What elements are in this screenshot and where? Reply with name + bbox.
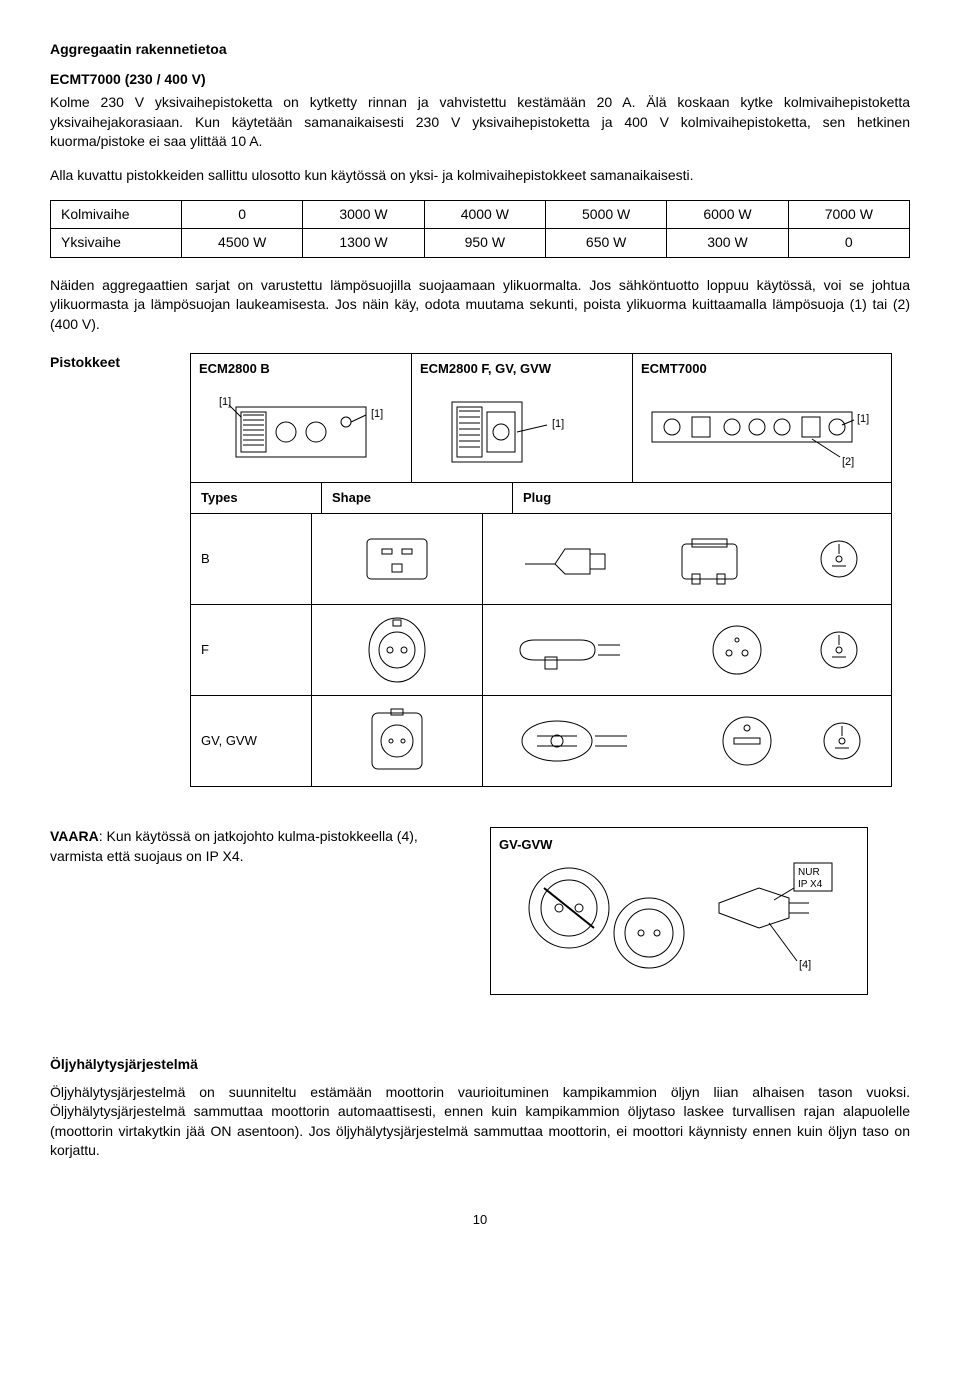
socket-diagram: ECM2800 B [1] [1] xyxy=(190,353,892,787)
vaara-label: VAARA xyxy=(50,828,99,844)
col-plug: Plug xyxy=(513,483,891,513)
paragraph-2: Alla kuvattu pistokkeiden sallittu uloso… xyxy=(50,166,910,186)
svg-text:[4]: [4] xyxy=(799,959,811,971)
type-f-label: F xyxy=(191,605,312,695)
model-line: ECMT7000 (230 / 400 V) xyxy=(50,70,910,90)
vaara-diagram: GV-GVW NUR IP X4 [4] xyxy=(490,827,868,995)
gv-gvw-icon: NUR IP X4 [4] xyxy=(499,858,839,978)
vaara-box-label: GV-GVW xyxy=(499,836,859,854)
col-types: Types xyxy=(191,483,322,513)
shape-gv-icon xyxy=(312,696,483,786)
svg-text:[2]: [2] xyxy=(842,456,854,468)
table-cell: 0 xyxy=(182,200,303,229)
panel-b-icon: [1] [1] xyxy=(211,387,391,477)
svg-text:[1]: [1] xyxy=(371,408,383,420)
panel-f-icon: [1] xyxy=(432,387,612,477)
pistokkeet-label: Pistokkeet xyxy=(50,353,160,373)
paragraph-1: Kolme 230 V yksivaihepistoketta on kytke… xyxy=(50,93,910,152)
svg-text:[1]: [1] xyxy=(552,418,564,430)
table-row: Yksivaihe 4500 W 1300 W 950 W 650 W 300 … xyxy=(51,229,910,258)
panel-7000-icon: [1] [2] xyxy=(642,387,882,477)
table-cell: 950 W xyxy=(424,229,545,258)
type-b-label: B xyxy=(191,514,312,604)
table-cell: 300 W xyxy=(667,229,788,258)
plug-f-icon xyxy=(483,605,891,695)
oil-title: Öljyhälytysjärjestelmä xyxy=(50,1055,910,1075)
table-cell: 5000 W xyxy=(545,200,666,229)
shape-f-icon xyxy=(312,605,483,695)
page-number: 10 xyxy=(50,1211,910,1229)
table-row: Kolmivaihe 0 3000 W 4000 W 5000 W 6000 W… xyxy=(51,200,910,229)
oil-text: Öljyhälytysjärjestelmä on suunniteltu es… xyxy=(50,1083,910,1161)
paragraph-3: Näiden aggregaattien sarjat on varustett… xyxy=(50,276,910,335)
table-cell: 650 W xyxy=(545,229,666,258)
table-cell: Yksivaihe xyxy=(51,229,182,258)
table-cell: 0 xyxy=(788,229,909,258)
table-cell: Kolmivaihe xyxy=(51,200,182,229)
table-cell: 4000 W xyxy=(424,200,545,229)
table-cell: 1300 W xyxy=(303,229,424,258)
svg-text:NUR: NUR xyxy=(798,867,820,878)
plug-b-icon xyxy=(483,514,891,604)
plug-gv-icon xyxy=(483,696,891,786)
table-cell: 4500 W xyxy=(182,229,303,258)
shape-b-icon xyxy=(312,514,483,604)
col-shape: Shape xyxy=(322,483,513,513)
vaara-text: : Kun käytössä on jatkojohto kulma-pisto… xyxy=(50,828,418,864)
diagram-header: ECMT7000 xyxy=(633,354,891,382)
page-heading: Aggregaatin rakennetietoa xyxy=(50,40,910,60)
diagram-header: ECM2800 B xyxy=(191,354,411,382)
svg-text:[1]: [1] xyxy=(219,396,231,408)
diagram-header: ECM2800 F, GV, GVW xyxy=(412,354,632,382)
vaara-paragraph: VAARA: Kun käytössä on jatkojohto kulma-… xyxy=(50,827,470,866)
table-cell: 7000 W xyxy=(788,200,909,229)
type-gv-label: GV, GVW xyxy=(191,696,312,786)
power-table: Kolmivaihe 0 3000 W 4000 W 5000 W 6000 W… xyxy=(50,200,910,258)
svg-text:IP X4: IP X4 xyxy=(798,879,823,890)
table-cell: 3000 W xyxy=(303,200,424,229)
table-cell: 6000 W xyxy=(667,200,788,229)
svg-text:[1]: [1] xyxy=(857,413,869,425)
